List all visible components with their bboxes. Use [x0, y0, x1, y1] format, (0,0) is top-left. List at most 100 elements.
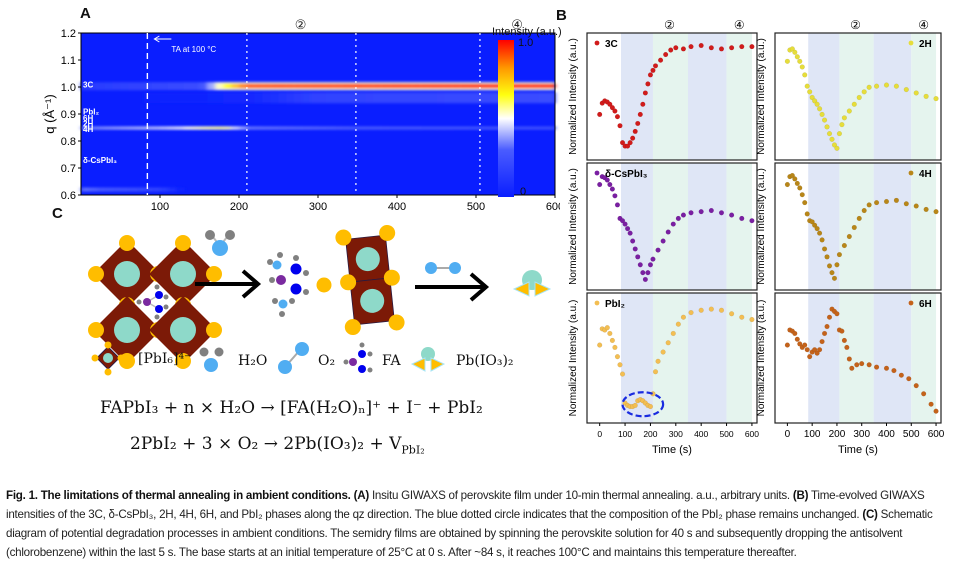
data-point — [708, 207, 714, 214]
data-point — [824, 124, 830, 130]
data-point — [632, 246, 638, 252]
legend-label: 6H — [919, 299, 932, 310]
heatmap-cell — [254, 83, 264, 89]
heatmap-cell — [333, 92, 343, 104]
heatmap-cell — [286, 83, 295, 89]
heatmap-cell — [491, 126, 501, 130]
panel-label-a: A — [80, 5, 91, 22]
stage-shading — [726, 163, 752, 290]
heatmap-cell — [120, 82, 129, 91]
data-point — [841, 115, 847, 121]
heatmap-cell — [160, 82, 169, 91]
oxygen-molecule-icon — [425, 262, 461, 274]
data-point — [834, 262, 840, 268]
heatmap-cell — [112, 82, 122, 91]
data-point — [839, 328, 845, 334]
heatmap-cell — [270, 92, 280, 104]
heatmap-cell — [175, 92, 185, 104]
x-tick-label: 300 — [669, 429, 683, 439]
heatmap-cell — [460, 92, 469, 104]
heatmap-cell — [167, 126, 177, 130]
heatmap-cell — [547, 92, 556, 104]
subplot-frame — [586, 162, 758, 291]
data-point — [632, 402, 638, 409]
data-point — [604, 177, 610, 183]
heatmap-cell — [96, 82, 106, 91]
heatmap-cell — [444, 92, 453, 104]
data-point — [680, 46, 687, 52]
data-point — [826, 263, 833, 269]
heatmap-cell — [136, 82, 145, 91]
data-point — [622, 221, 628, 227]
data-point — [645, 81, 651, 87]
stage-shading — [839, 163, 874, 290]
heatmap-cell — [120, 126, 129, 130]
data-point — [655, 358, 661, 364]
stage-shading — [621, 163, 653, 290]
heatmap-cell — [152, 92, 161, 104]
heatmap-cell — [318, 92, 327, 104]
scatter-chart-grid: 3C Normalized Intensity (a.u.) ② ④ 2H Normali… — [568, 18, 945, 456]
data-point — [797, 185, 803, 191]
data-point — [640, 270, 646, 276]
data-point — [708, 306, 714, 312]
heatmap-cell — [96, 126, 106, 130]
data-point — [846, 356, 852, 362]
data-point — [718, 210, 725, 216]
heatmap-cell — [223, 92, 232, 104]
data-point — [749, 218, 755, 224]
heatmap-cell — [483, 92, 493, 104]
heatmap-cell — [278, 83, 287, 89]
x-tick-label: 200 — [829, 429, 846, 440]
data-point — [933, 209, 939, 215]
legend-label-h2o: H₂O — [238, 353, 268, 369]
heatmap-cell — [81, 82, 90, 91]
data-point — [819, 339, 825, 345]
heatmap-cell — [428, 92, 438, 104]
data-point — [650, 256, 656, 262]
heatmap-cell — [539, 126, 548, 130]
data-point — [856, 215, 862, 222]
data-point — [612, 108, 618, 114]
heatmap-cell — [325, 126, 335, 130]
data-point — [824, 323, 830, 330]
data-point — [680, 212, 687, 218]
heatmap-cell — [136, 187, 145, 192]
data-point — [665, 229, 671, 235]
equation-2-main: 2PbI₂ + 3 × O₂ → 2Pb(IO₃)₂ + V — [130, 434, 402, 454]
stage-shading — [687, 293, 727, 423]
phase-label: 3C — [83, 80, 93, 89]
data-point — [632, 128, 638, 135]
water-legend-icon — [199, 347, 224, 372]
data-point — [614, 114, 621, 120]
heatmap-cell — [167, 82, 177, 91]
data-point — [729, 45, 735, 51]
heatmap-cell — [128, 187, 137, 192]
heatmap-cell — [349, 83, 359, 89]
heatmap-cell — [104, 187, 114, 192]
heatmap-cell — [515, 126, 524, 130]
data-point — [698, 209, 704, 215]
heatmap-cell — [373, 126, 382, 130]
legend-marker — [908, 40, 914, 46]
heatmap-cell — [152, 82, 161, 91]
stage-marker-label: ② — [850, 18, 861, 32]
heatmap-cell — [294, 92, 303, 104]
heatmap-cell — [523, 92, 532, 104]
heatmap-cell — [207, 127, 216, 129]
heatmap-cell — [420, 92, 430, 104]
x-axis-label: Time (s) — [652, 444, 692, 456]
equation-2: 2PbI₂ + 3 × O₂ → 2Pb(IO₃)₂ + VPbI₂ — [130, 434, 425, 456]
data-point — [647, 262, 654, 268]
heatmap-cell — [191, 127, 201, 129]
heatmap-cell — [531, 83, 540, 89]
data-point — [883, 82, 890, 88]
stage-shading — [873, 293, 912, 423]
data-point — [627, 230, 633, 236]
heatmap-cell — [136, 126, 145, 130]
data-point — [883, 198, 890, 205]
heatmap-cell — [254, 92, 264, 104]
data-point — [846, 108, 852, 114]
scatter-subplot: PbI₂ Normalized Intensity (a.u.) 0 100 200 30… — [568, 292, 759, 456]
data-point — [792, 176, 798, 182]
